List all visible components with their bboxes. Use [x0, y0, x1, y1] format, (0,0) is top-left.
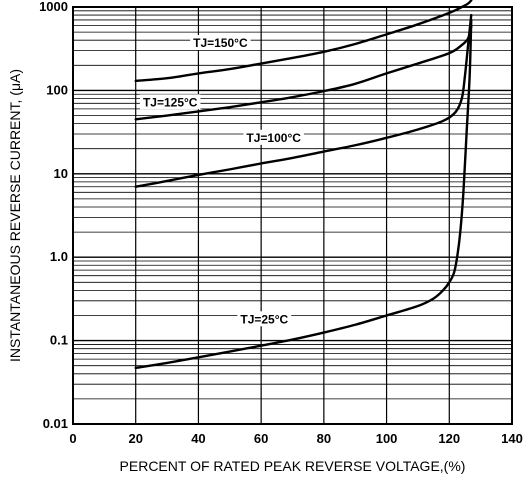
y-tick-label: 0.1 [50, 333, 68, 348]
series-label-background [243, 129, 304, 145]
plot-frame [72, 6, 513, 425]
x-tick-label: 120 [438, 431, 460, 446]
y-axis-label: INSTANTANEOUS REVERSE CURRENT, (μA) [7, 69, 23, 362]
x-tick-label: 60 [254, 431, 268, 446]
series-label-background [139, 94, 201, 110]
x-tick-label: 80 [317, 431, 331, 446]
series-label: TJ=150°C [193, 36, 248, 50]
series-label: TJ=100°C [246, 131, 301, 145]
x-tick-label: 0 [69, 431, 76, 446]
x-tick-label: 40 [191, 431, 205, 446]
x-tick-label: 140 [501, 431, 523, 446]
series-label-group: TJ=25°C [237, 311, 292, 327]
series-line [134, 0, 473, 83]
series-line [134, 25, 473, 121]
series-label-group: TJ=100°C [243, 129, 304, 145]
y-tick-label: 10 [54, 166, 68, 181]
y-tick-label: 1000 [39, 0, 68, 14]
series-label-background [237, 311, 292, 327]
y-tick-label: 100 [46, 82, 68, 97]
y-tick-label: 0.01 [43, 416, 68, 431]
series-line [134, 18, 473, 370]
series-label: TJ=25°C [240, 312, 288, 326]
y-tick-label: 1.0 [50, 249, 68, 264]
series-label-background [190, 35, 251, 51]
series-layer [134, 0, 473, 370]
x-axis-label: PERCENT OF RATED PEAK REVERSE VOLTAGE,(%… [120, 458, 466, 474]
grid-minor [73, 10, 512, 400]
series-label-group: TJ=150°C [190, 35, 251, 51]
x-tick-label: 20 [128, 431, 142, 446]
series-line [134, 13, 473, 188]
series-labels: TJ=150°C TJ=125°C TJ=100°C TJ=25°C [139, 35, 304, 327]
x-axis-ticks: 0 20 40 60 80 100 120 140 [69, 431, 522, 446]
series-label-group: TJ=125°C [139, 94, 201, 110]
y-axis-ticks: 0.01 0.1 1.0 10 100 1000 [39, 0, 68, 431]
series-label: TJ=125°C [143, 95, 198, 109]
x-tick-label: 100 [376, 431, 398, 446]
